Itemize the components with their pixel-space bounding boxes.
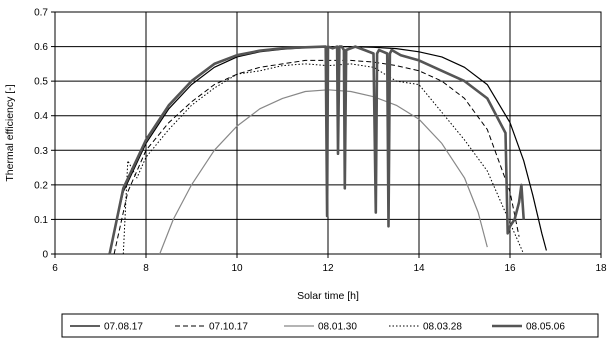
legend-label-07-08-17: 07.08.17 — [104, 322, 143, 333]
legend-label-08-01-30: 08.01.30 — [318, 322, 357, 333]
series-line-07-08-17 — [109, 45, 547, 255]
series-line-08-03-28 — [122, 63, 525, 255]
y-tick-label: 0.1 — [34, 215, 48, 226]
y-axis-title: Thermal efficiency [-] — [4, 84, 16, 181]
y-tick-label: 0.4 — [34, 111, 48, 122]
legend-label-07-10-17: 07.10.17 — [209, 322, 248, 333]
y-tick-label: 0.6 — [34, 42, 48, 53]
legend-box — [61, 313, 599, 338]
x-tick-label: 8 — [143, 263, 149, 274]
series-lines — [108, 45, 547, 255]
y-tick-label: 0.5 — [34, 77, 48, 88]
y-tick-label: 0 — [42, 250, 48, 261]
y-tick-label: 0.7 — [34, 8, 48, 19]
x-tick-label: 6 — [52, 263, 58, 274]
x-tick-label: 18 — [595, 263, 607, 274]
x-axis-title: Solar time [h] — [297, 290, 359, 302]
series-line-08-05-06 — [108, 45, 525, 255]
y-tick-label: 0.3 — [34, 146, 48, 157]
y-tick-labels: 0 0.1 0.2 0.3 0.4 0.5 0.6 0.7 — [34, 8, 55, 261]
y-tick-label: 0.2 — [34, 180, 48, 191]
legend-label-08-03-28: 08.03.28 — [423, 322, 462, 333]
x-tick-label: 16 — [504, 263, 516, 274]
legend-label-08-05-06: 08.05.06 — [526, 322, 565, 333]
legend: 07.08.17 07.10.17 08.01.30 08.03.28 08.05.06 — [61, 313, 599, 338]
x-tick-label: 14 — [413, 263, 425, 274]
x-tick-label: 12 — [322, 263, 334, 274]
x-tick-label: 10 — [231, 263, 243, 274]
x-tick-labels: 6 8 10 12 14 16 18 — [52, 254, 607, 274]
